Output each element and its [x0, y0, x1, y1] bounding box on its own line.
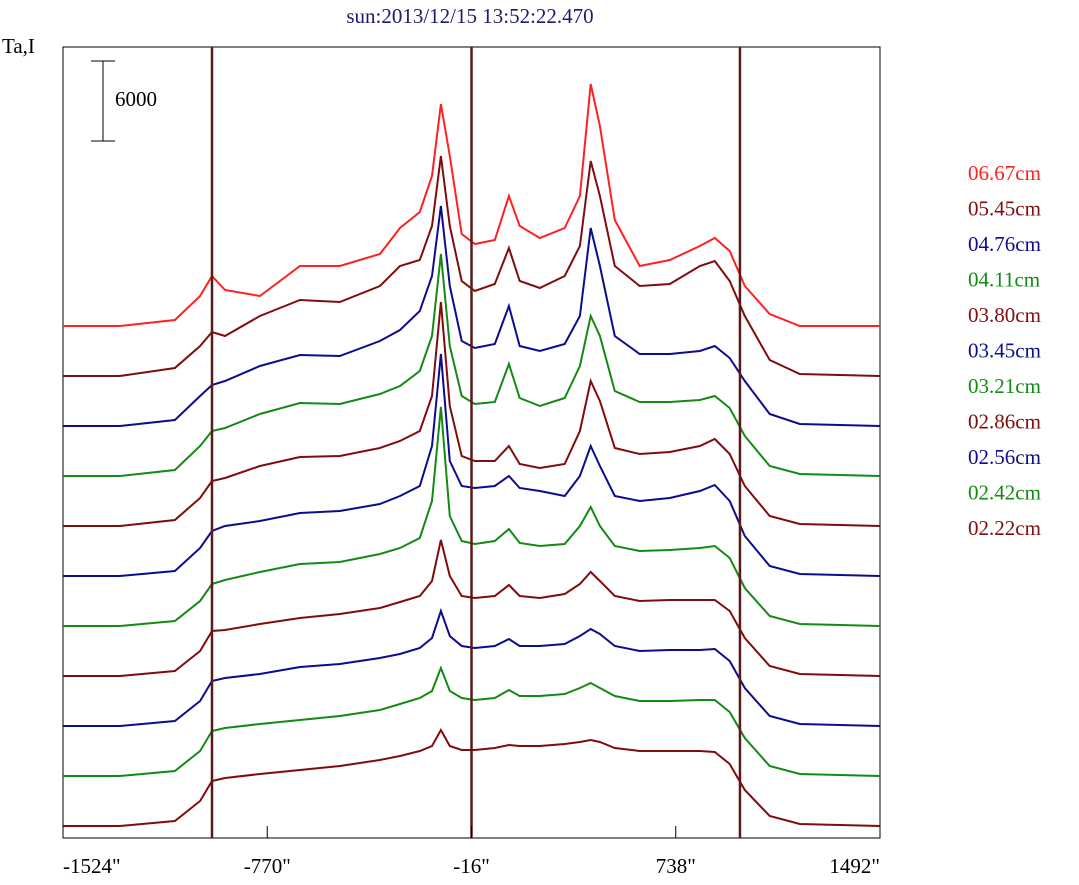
x-tick-label: -770"	[244, 854, 291, 878]
legend-entry: 03.21cm	[968, 374, 1041, 398]
x-tick-label: -16"	[453, 854, 490, 878]
scan-line	[63, 155, 881, 377]
scan-line	[63, 665, 881, 777]
legend-entry: 04.11cm	[968, 267, 1040, 291]
legend-entry: 03.80cm	[968, 303, 1041, 327]
scan-line	[63, 607, 881, 727]
legend-entry: 03.45cm	[968, 338, 1041, 362]
scan-line	[63, 727, 881, 827]
y-axis-label: Ta,I	[2, 34, 35, 58]
legend-entry: 05.45cm	[968, 196, 1041, 220]
scan-line	[63, 205, 881, 427]
legend-entry: 02.86cm	[968, 409, 1041, 433]
x-tick-label: 1492"	[829, 854, 880, 878]
scan-line	[63, 301, 881, 527]
scan-line	[63, 353, 881, 577]
legend-entry: 02.42cm	[968, 480, 1041, 504]
scan-line	[63, 406, 881, 627]
chart-title: sun:2013/12/15 13:52:22.470	[346, 4, 593, 28]
x-tick-label: -1524"	[63, 854, 121, 878]
legend-entry: 02.22cm	[968, 516, 1041, 540]
scan-line	[63, 83, 880, 327]
legend-entry: 04.76cm	[968, 232, 1041, 256]
legend-entry: 06.67cm	[968, 161, 1041, 185]
scan-line	[63, 539, 881, 677]
scan-line	[63, 253, 881, 477]
scale-bar-label: 6000	[115, 87, 157, 111]
x-tick-label: 738"	[656, 854, 696, 878]
legend-entry: 02.56cm	[968, 445, 1041, 469]
